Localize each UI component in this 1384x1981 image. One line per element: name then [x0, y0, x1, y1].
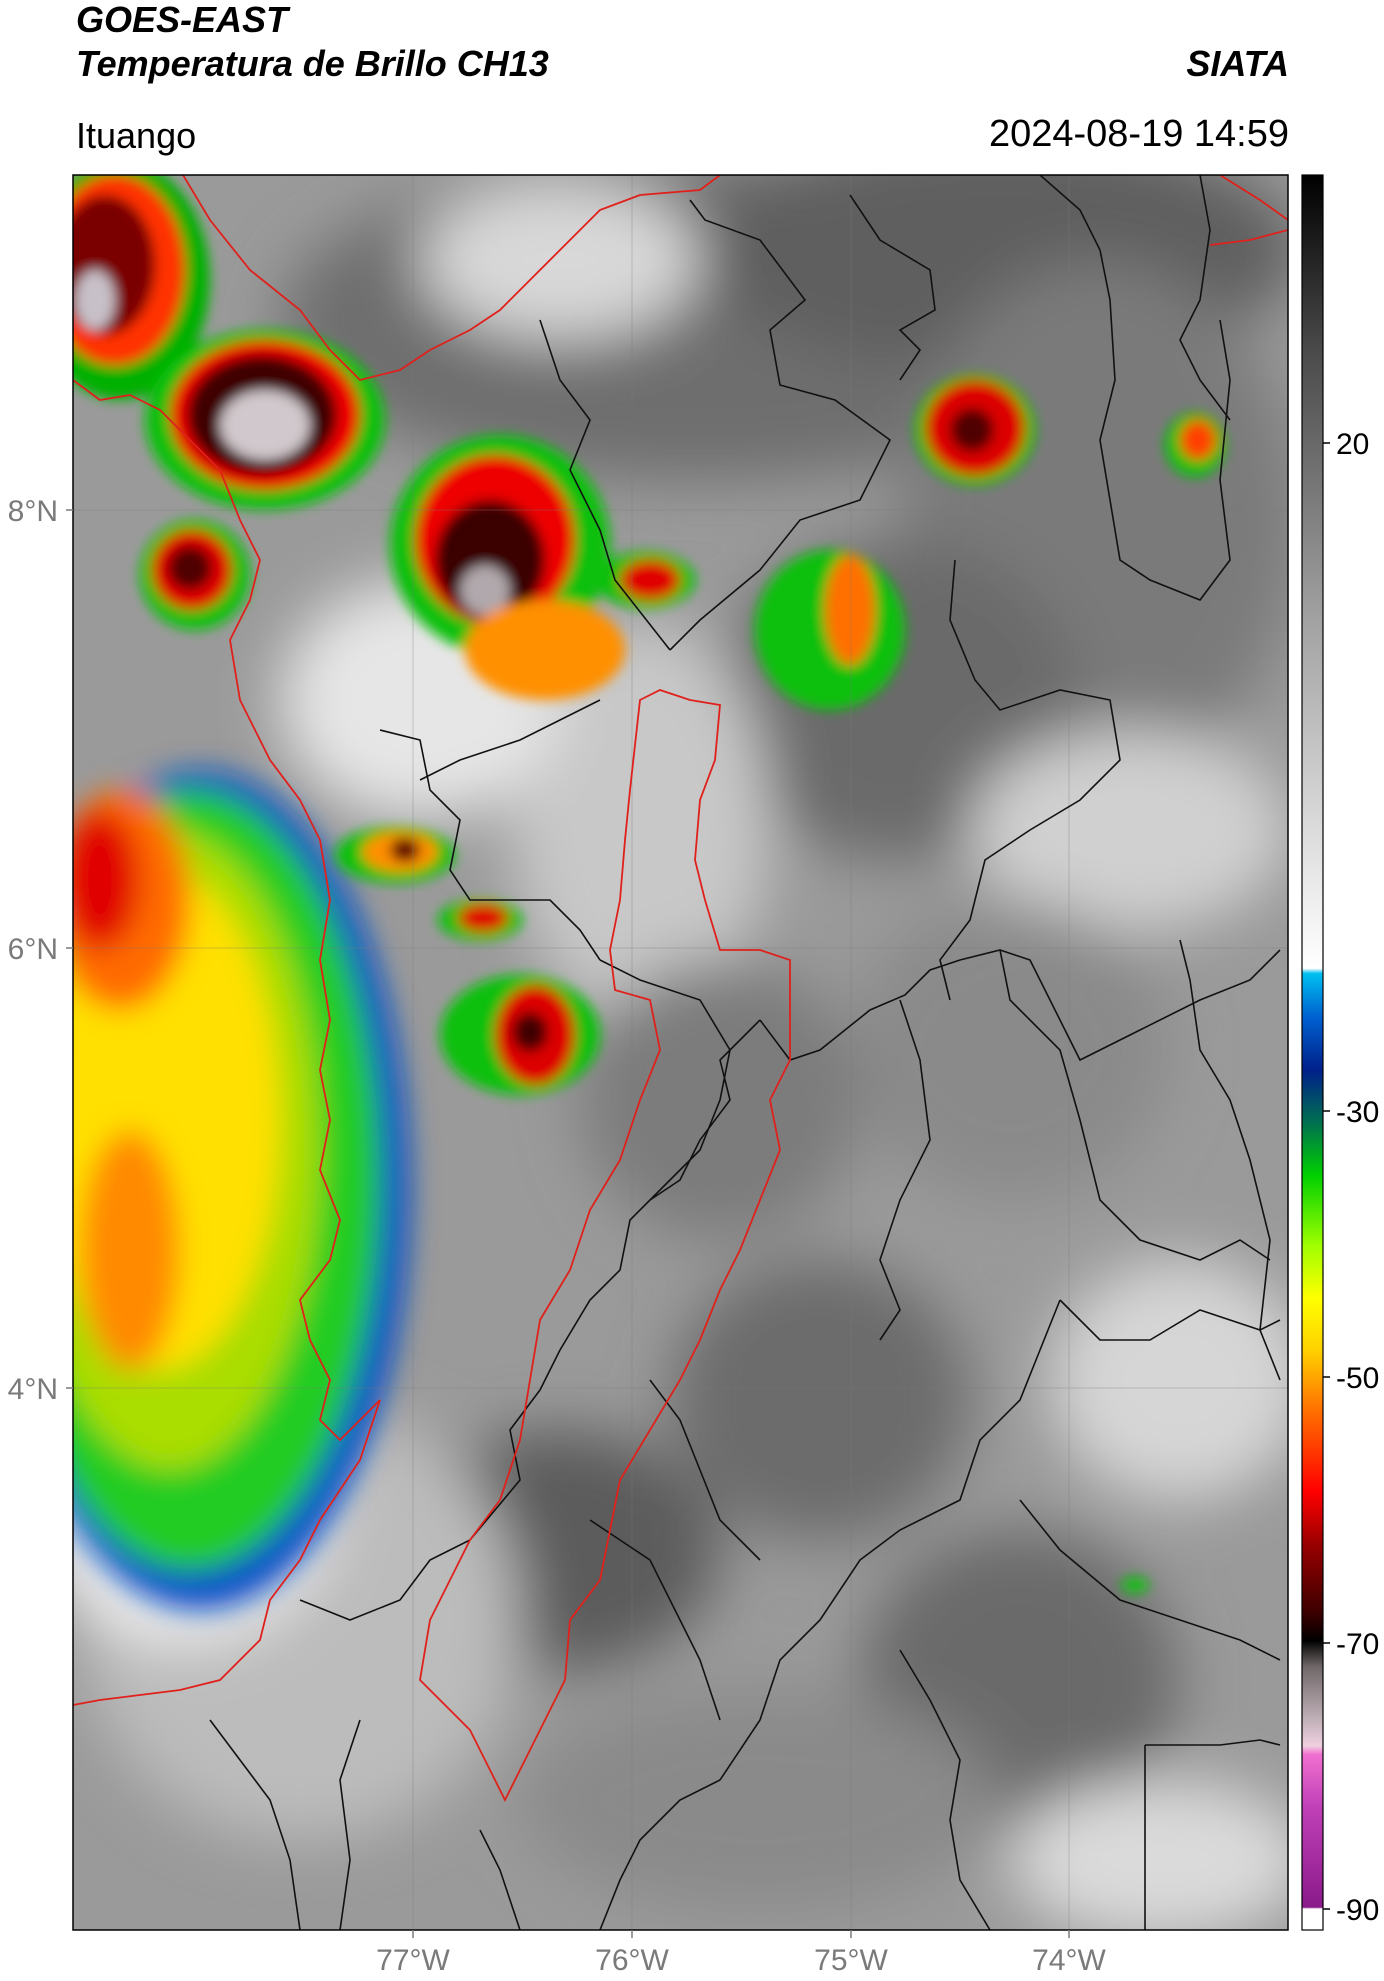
map-frame — [72, 174, 1289, 1931]
colorbar-gradient — [1301, 174, 1324, 1931]
colorbar-tick-minus50: -50 — [1336, 1362, 1379, 1395]
satellite-title: GOES-EAST — [76, 0, 289, 40]
lon-label-76w: 76°W — [595, 1944, 669, 1977]
longitude-labels: 77°W 76°W 75°W 74°W — [376, 1930, 1107, 1977]
satellite-imagery — [73, 175, 1288, 1930]
colorbar-tick-minus30: -30 — [1336, 1096, 1379, 1129]
lon-label-77w: 77°W — [376, 1944, 450, 1977]
lat-label-8n: 8°N — [8, 495, 58, 528]
lat-label-4n: 4°N — [8, 1373, 58, 1406]
department-borders — [209, 175, 1281, 1930]
colorbar-tick-20: 20 — [1336, 428, 1369, 461]
lat-label-6n: 6°N — [8, 933, 58, 966]
basin-boundary — [419, 689, 791, 1803]
product-title: Temperatura de Brillo CH13 — [76, 43, 549, 84]
datetime-label: 2024-08-19 14:59 — [988, 113, 1289, 155]
lon-label-74w: 74°W — [1032, 1944, 1106, 1977]
coastline — [73, 175, 1288, 1706]
map-gridlines — [73, 175, 1288, 1930]
region-label: Ituango — [76, 115, 197, 156]
lon-label-75w: 75°W — [814, 1944, 888, 1977]
colorbar: 20 -30 -50 -70 -90 — [1301, 174, 1379, 1931]
colorbar-tick-minus90: -90 — [1336, 1894, 1379, 1927]
latitude-labels: 8°N 6°N 4°N — [8, 495, 73, 1406]
colorbar-tick-minus70: -70 — [1336, 1628, 1379, 1661]
organization-label: SIATA — [1186, 43, 1289, 84]
